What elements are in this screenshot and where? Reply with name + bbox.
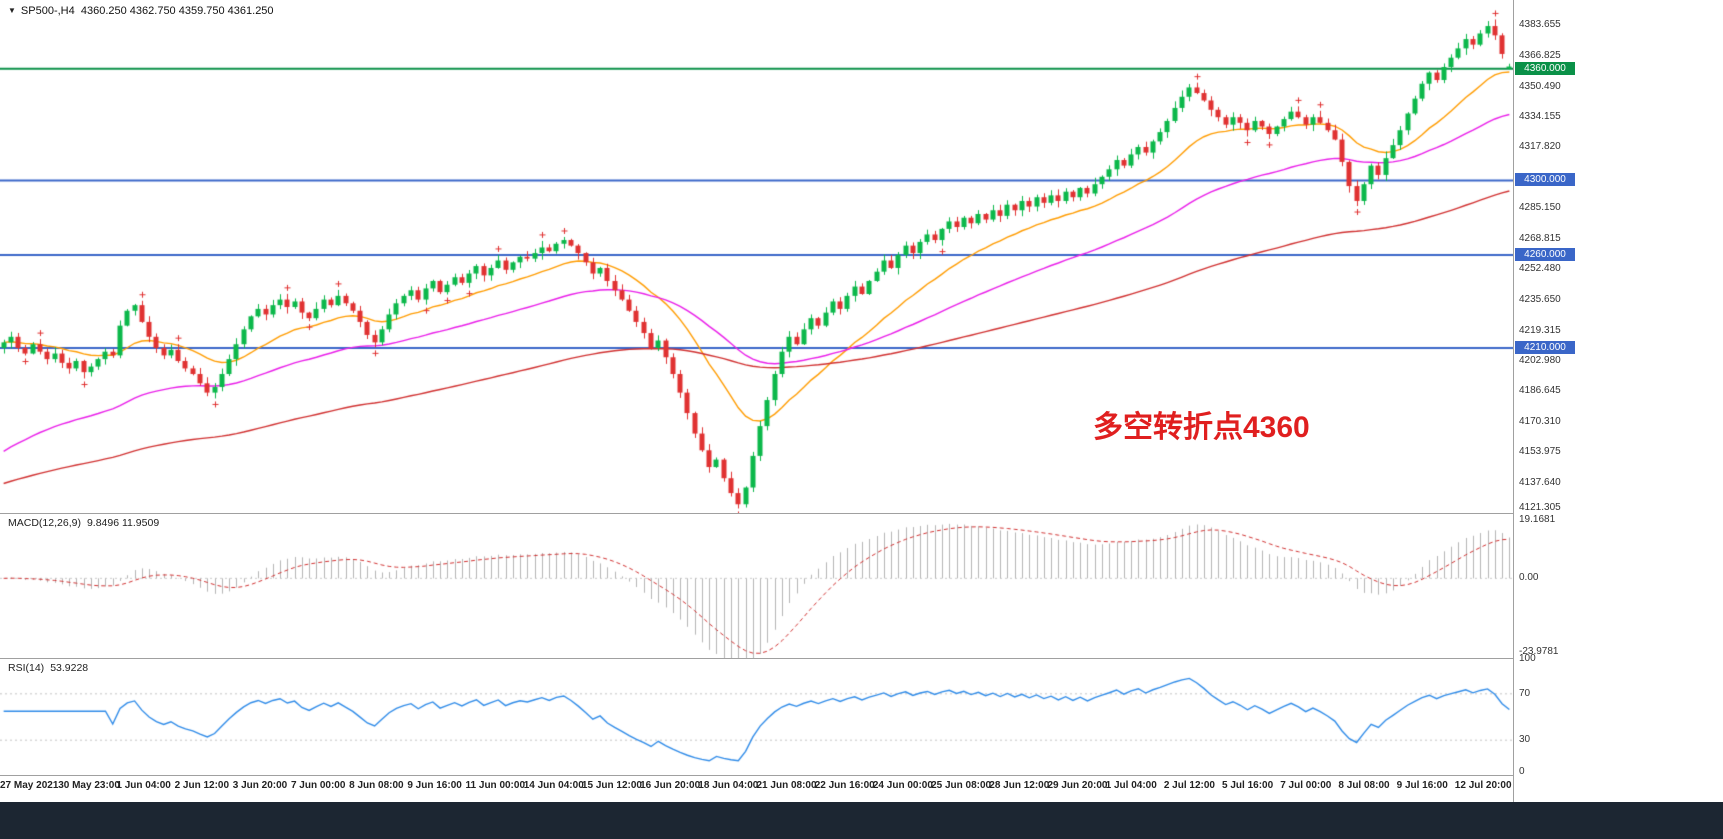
- x-axis-label: 12 Jul 20:00: [1454, 780, 1512, 791]
- price-chart-canvas[interactable]: [0, 0, 1513, 513]
- rsi-axis-label: 100: [1519, 653, 1536, 664]
- bottom-bar: [0, 802, 1723, 839]
- x-axis-label: 14 Jun 04:00: [523, 780, 584, 791]
- x-axis-label: 8 Jul 08:00: [1338, 780, 1390, 791]
- x-axis-label: 3 Jun 20:00: [232, 780, 288, 791]
- price-axis-badge: 4210.000: [1515, 340, 1575, 354]
- x-axis-label: 2 Jun 12:00: [174, 780, 230, 791]
- macd-axis-label: 0.00: [1519, 572, 1539, 584]
- chevron-down-icon[interactable]: ▼: [8, 6, 16, 15]
- rsi-axis-label: 30: [1519, 734, 1531, 746]
- price-axis-label: 4137.640: [1519, 476, 1561, 488]
- x-axis-label: 7 Jul 00:00: [1280, 780, 1332, 791]
- x-axis-label: 11 Jun 00:00: [465, 780, 526, 791]
- pane-separator: [0, 775, 1723, 776]
- chart-annotation-text: 多空转折点4360: [1093, 411, 1310, 444]
- macd-axis-label: -23.9781: [1519, 645, 1559, 657]
- x-axis-label: 24 Jun 00:00: [872, 780, 933, 791]
- price-axis-label: 4334.155: [1519, 110, 1561, 122]
- pane-separator[interactable]: [0, 658, 1723, 659]
- price-axis-badge: 4260.000: [1515, 247, 1575, 261]
- x-axis-label: 21 Jun 08:00: [756, 780, 817, 791]
- rsi-chart-canvas[interactable]: [0, 659, 1513, 775]
- x-axis-label: 8 Jun 08:00: [349, 780, 404, 791]
- x-axis-label: 30 May 23:00: [58, 780, 120, 791]
- price-axis-label: 4170.310: [1519, 415, 1561, 427]
- price-axis-label: 4202.980: [1519, 355, 1561, 367]
- x-axis-label: 9 Jun 16:00: [407, 780, 462, 791]
- price-axis-label: 4366.825: [1519, 50, 1561, 62]
- price-axis-label: 4317.820: [1519, 141, 1561, 153]
- rsi-indicator-label: RSI(14) 53.9228: [8, 662, 89, 674]
- time-axis[interactable]: 27 May 2021 30 May 23:00 1 Jun 04:00 2 Jun …: [0, 776, 1513, 802]
- price-axis-label: 4121.305: [1519, 502, 1561, 513]
- price-axis-label: 4235.650: [1519, 294, 1561, 306]
- price-axis-label: 4186.645: [1519, 385, 1561, 397]
- price-axis-badge: 4360.000: [1515, 61, 1575, 75]
- x-axis-label: 15 Jun 12:00: [581, 780, 642, 791]
- x-axis-label: 25 Jun 08:00: [931, 780, 992, 791]
- x-axis-label: 1 Jul 04:00: [1105, 780, 1157, 791]
- x-axis-label: 16 Jun 20:00: [640, 780, 701, 791]
- macd-indicator-label: MACD(12,26,9) 9.8496 11.9509: [8, 517, 160, 529]
- price-axis-badge: 4300.000: [1515, 173, 1575, 187]
- price-axis[interactable]: 4383.655 4366.825 4350.490 4334.155 4317.820…: [1514, 0, 1723, 802]
- x-axis-label: 7 Jun 00:00: [290, 780, 346, 791]
- macd-indicator-values: 9.8496 11.9509: [86, 517, 160, 529]
- price-axis-label: 4285.150: [1519, 202, 1561, 214]
- price-axis-label: 4268.815: [1519, 232, 1561, 244]
- price-axis-label: 4350.490: [1519, 80, 1561, 92]
- x-axis-label: 18 Jun 04:00: [698, 780, 759, 791]
- pane-separator[interactable]: [0, 513, 1723, 514]
- rsi-axis-label: 70: [1519, 687, 1531, 699]
- price-axis-label: 4219.315: [1519, 324, 1561, 336]
- rsi-indicator-value: 53.9228: [50, 662, 89, 674]
- ohlc-values: 4360.250 4362.750 4359.750 4361.250: [80, 5, 274, 17]
- axis-divider: [1513, 0, 1514, 802]
- macd-pane: MACD(12,26,9) 9.8496 11.9509: [0, 514, 1513, 658]
- x-axis-label: 22 Jun 16:00: [814, 780, 875, 791]
- x-axis-label: 9 Jul 16:00: [1396, 780, 1448, 791]
- macd-axis-label: 19.1681: [1519, 513, 1556, 525]
- x-axis-label: 27 May 2021: [0, 780, 59, 791]
- price-axis-label: 4252.480: [1519, 262, 1561, 274]
- price-pane: ▼ SP500-,H4 4360.250 4362.750 4359.750 43…: [0, 0, 1513, 513]
- x-axis-label: 5 Jul 16:00: [1222, 780, 1274, 791]
- price-axis-label: 4153.975: [1519, 446, 1561, 458]
- symbol-label: SP500-,H4: [20, 5, 75, 17]
- price-axis-label: 4383.655: [1519, 18, 1561, 30]
- symbol-info: ▼ SP500-,H4 4360.250 4362.750 4359.750 43…: [8, 5, 274, 17]
- x-axis-label: 29 Jun 20:00: [1047, 780, 1108, 791]
- x-axis-label: 28 Jun 12:00: [989, 780, 1050, 791]
- rsi-pane: RSI(14) 53.9228: [0, 659, 1513, 775]
- rsi-axis-label: 0: [1519, 766, 1525, 777]
- macd-chart-canvas[interactable]: [0, 514, 1513, 658]
- x-axis-label: 1 Jun 04:00: [116, 780, 171, 791]
- x-axis-label: 2 Jul 12:00: [1163, 780, 1215, 791]
